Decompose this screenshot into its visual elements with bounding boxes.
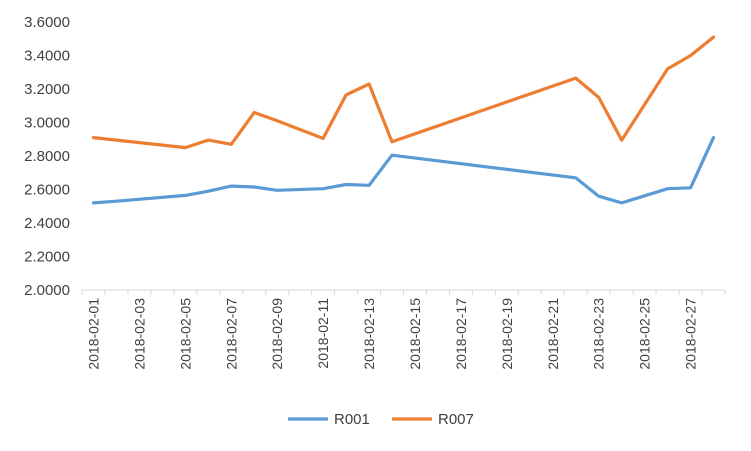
x-tick-label: 2018-02-07 [223, 298, 239, 370]
y-tick-label: 2.6000 [24, 182, 70, 199]
legend: R001 R007 [288, 411, 474, 428]
series-lines [91, 35, 716, 205]
y-tick-label: 2.2000 [24, 249, 70, 266]
x-tick-label: 2018-02-13 [361, 298, 377, 370]
x-tick-label: 2018-02-19 [499, 298, 515, 370]
y-axis-ticks: 2.0000 2.2000 2.4000 2.6000 2.8000 3.0000 3.20… [24, 14, 70, 299]
x-tick-label: 2018-02-27 [683, 298, 699, 370]
legend-label-r007: R007 [438, 411, 474, 428]
x-tick-label: 2018-02-03 [131, 298, 147, 370]
x-tick-label: 2018-02-21 [545, 298, 561, 370]
x-axis-ticks: 2018-02-01 2018-02-03 2018-02-05 2018-02-07… [81, 290, 726, 370]
y-tick-label: 3.2000 [24, 81, 70, 98]
series-line-r001 [91, 136, 716, 205]
legend-label-r001: R001 [334, 411, 370, 428]
y-tick-label: 3.6000 [24, 14, 70, 31]
y-tick-label: 2.0000 [24, 282, 70, 299]
x-tick-label: 2018-02-23 [591, 298, 607, 370]
y-tick-label: 3.4000 [24, 48, 70, 65]
series-line-r007 [91, 35, 716, 150]
y-tick-label: 2.8000 [24, 148, 70, 165]
y-tick-label: 3.0000 [24, 115, 70, 132]
x-tick-label: 2018-02-09 [269, 298, 285, 370]
x-tick-label: 2018-02-25 [637, 298, 653, 370]
y-tick-label: 2.4000 [24, 215, 70, 232]
x-tick-label: 2018-02-17 [453, 298, 469, 370]
x-tick-label: 2018-02-01 [85, 298, 101, 370]
x-tick-label: 2018-02-11 [315, 298, 331, 369]
x-tick-label: 2018-02-15 [407, 298, 423, 370]
x-tick-label: 2018-02-05 [177, 298, 193, 370]
